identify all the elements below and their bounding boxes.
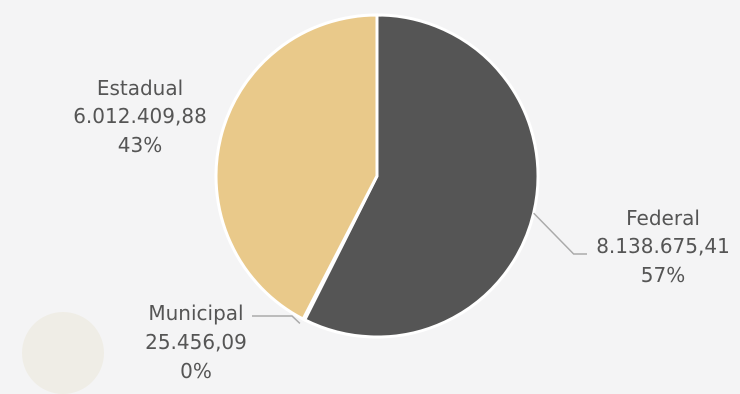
leader-line-municipal xyxy=(252,315,301,325)
leader-line-federal xyxy=(533,212,587,255)
background-decor-circle xyxy=(22,312,104,394)
pie-slice-federal[interactable] xyxy=(303,13,540,339)
label-federal-value: 8.138.675,41 xyxy=(596,234,730,258)
label-municipal-value: 25.456,09 xyxy=(145,330,247,354)
pie-chart: Estadual 6.012.409,88 43% Federal 8.138.… xyxy=(73,13,730,381)
label-municipal-percent: 0% xyxy=(180,359,212,381)
label-estadual-value: 6.012.409,88 xyxy=(73,104,207,128)
label-federal-name: Federal xyxy=(626,206,700,230)
label-municipal-name: Municipal xyxy=(148,301,243,325)
pie-slice-estadual[interactable] xyxy=(214,13,379,321)
label-estadual-name: Estadual xyxy=(97,76,183,100)
label-federal-percent: 57% xyxy=(641,263,685,287)
label-estadual-percent: 43% xyxy=(118,133,162,157)
